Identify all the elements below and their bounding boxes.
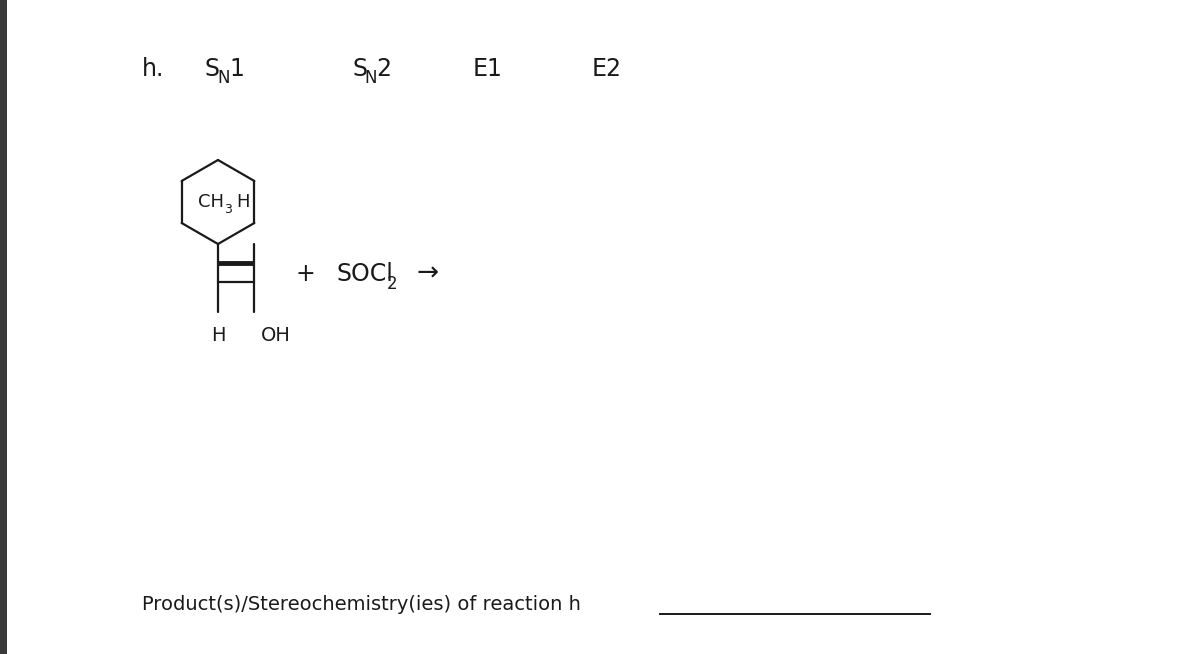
Text: N: N xyxy=(365,69,377,87)
Text: Product(s)/Stereochemistry(ies) of reaction h: Product(s)/Stereochemistry(ies) of react… xyxy=(142,594,581,613)
Text: h.: h. xyxy=(142,57,164,81)
Text: 1: 1 xyxy=(229,57,245,81)
Text: →: → xyxy=(418,261,439,287)
Text: SOCl: SOCl xyxy=(337,262,394,286)
Bar xyxy=(0,0,7,654)
Text: +: + xyxy=(295,262,314,286)
Text: H: H xyxy=(211,326,226,345)
Text: E2: E2 xyxy=(592,57,622,81)
Text: CH: CH xyxy=(198,193,224,211)
Text: OH: OH xyxy=(262,326,292,345)
Text: E1: E1 xyxy=(473,57,503,81)
Text: S: S xyxy=(352,57,367,81)
Text: 2: 2 xyxy=(386,275,397,293)
Text: 3: 3 xyxy=(224,203,233,216)
Text: N: N xyxy=(217,69,230,87)
Text: 2: 2 xyxy=(377,57,391,81)
Text: H: H xyxy=(236,193,250,211)
Text: S: S xyxy=(205,57,220,81)
